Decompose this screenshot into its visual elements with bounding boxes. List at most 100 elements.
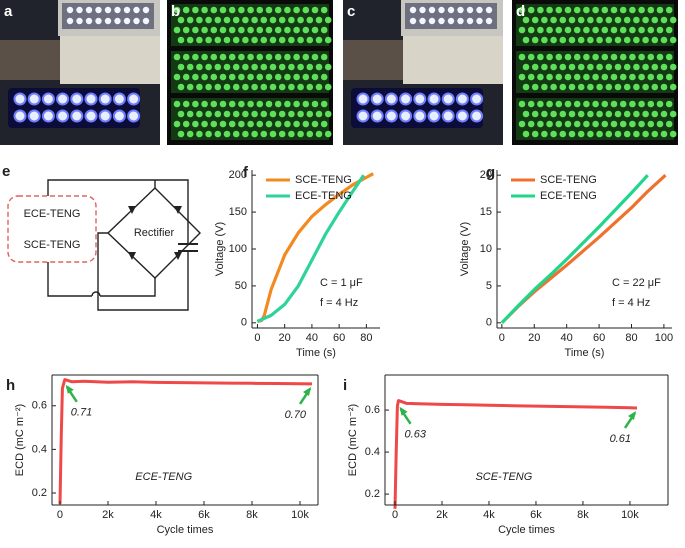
led: [186, 110, 194, 118]
led: [550, 83, 557, 91]
led: [260, 16, 268, 24]
led: [601, 53, 609, 61]
led: [192, 53, 199, 61]
led: [564, 120, 572, 128]
led: [592, 6, 599, 14]
led: [278, 83, 286, 91]
led: [527, 6, 535, 14]
led: [223, 16, 231, 24]
y-tick-label: 50: [235, 280, 247, 292]
led: [427, 92, 441, 106]
panel-label: e: [2, 163, 10, 180]
led: [238, 73, 245, 81]
led: [660, 110, 668, 118]
led: [441, 92, 455, 106]
led: [573, 26, 581, 34]
x-tick-label: 0: [392, 509, 398, 521]
led: [173, 53, 181, 61]
led: [470, 92, 484, 106]
led: [531, 36, 539, 44]
led: [587, 110, 594, 118]
led: [583, 73, 590, 81]
led: [623, 83, 631, 91]
led: [583, 120, 590, 128]
led: [596, 63, 603, 71]
led: [596, 110, 603, 118]
led: [642, 83, 649, 91]
led: [228, 26, 236, 34]
led: [278, 16, 286, 24]
led: [260, 110, 268, 118]
led: [409, 17, 417, 25]
led: [251, 63, 258, 71]
led: [546, 100, 553, 108]
led: [210, 73, 218, 81]
led: [205, 36, 212, 44]
led: [485, 17, 493, 25]
led: [41, 92, 55, 106]
led: [356, 109, 370, 123]
led: [247, 73, 254, 81]
led: [457, 17, 464, 25]
inline-label: SCE-TENG: [475, 471, 532, 483]
led: [527, 100, 535, 108]
x-tick-label: 20: [279, 332, 291, 344]
led: [182, 53, 190, 61]
led: [320, 120, 328, 128]
led: [114, 6, 121, 14]
led: [559, 110, 567, 118]
block-label: Rectifier: [134, 227, 175, 239]
led: [302, 120, 310, 128]
led: [447, 6, 455, 14]
led: [656, 26, 664, 34]
led: [399, 92, 413, 106]
led: [583, 53, 590, 61]
annotation-label: 0.61: [610, 433, 631, 445]
led: [256, 6, 264, 14]
led: [596, 130, 603, 138]
x-axis-label: Cycle times: [157, 524, 214, 536]
x-tick-label: 10k: [621, 509, 639, 521]
led: [315, 36, 323, 44]
led: [619, 26, 627, 34]
x-tick-label: 4k: [483, 509, 495, 521]
led: [196, 110, 203, 118]
led: [531, 110, 539, 118]
led: [238, 120, 245, 128]
x-tick-label: 40: [561, 332, 573, 344]
led: [177, 110, 185, 118]
led: [232, 110, 240, 118]
led: [651, 36, 659, 44]
led: [297, 83, 304, 91]
wire: [97, 232, 189, 311]
led: [247, 100, 254, 108]
led: [559, 130, 567, 138]
led: [297, 130, 304, 138]
led: [320, 73, 328, 81]
led: [470, 109, 484, 123]
led: [223, 130, 231, 138]
led: [223, 83, 231, 91]
led: [238, 100, 245, 108]
led: [228, 53, 236, 61]
led: [623, 110, 631, 118]
led: [311, 100, 319, 108]
led: [601, 26, 609, 34]
led: [177, 63, 185, 71]
led: [228, 100, 236, 108]
led: [651, 110, 659, 118]
led: [98, 92, 112, 106]
led: [315, 83, 323, 91]
led: [293, 6, 300, 14]
x-tick-label: 2k: [436, 509, 448, 521]
led: [284, 100, 291, 108]
led: [232, 16, 240, 24]
source-label: SCE-TENG: [24, 239, 81, 251]
led: [324, 63, 332, 71]
led: [518, 6, 526, 14]
led: [269, 130, 277, 138]
led: [656, 120, 664, 128]
led: [311, 26, 319, 34]
led: [265, 26, 273, 34]
led: [278, 63, 286, 71]
